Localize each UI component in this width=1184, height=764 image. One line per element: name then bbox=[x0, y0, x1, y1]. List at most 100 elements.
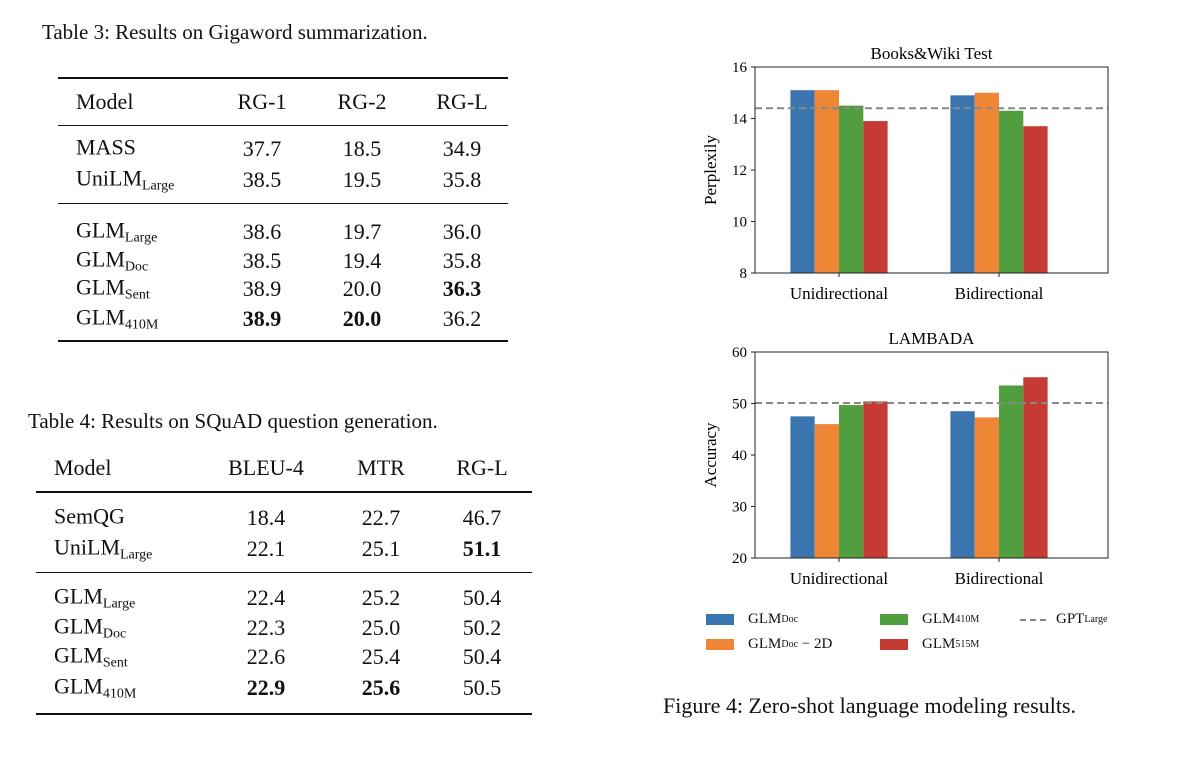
bar-1-1-0 bbox=[814, 424, 839, 558]
bar-0-3-1 bbox=[1023, 126, 1048, 273]
bar-0-1-1 bbox=[974, 92, 999, 273]
table-cell: 50.4 bbox=[462, 644, 502, 669]
table-rule bbox=[36, 491, 532, 493]
legend-item: GLM 410M bbox=[880, 611, 979, 628]
legend-swatch bbox=[880, 639, 908, 650]
model-name: GLMLarge bbox=[76, 218, 157, 247]
column-header: RG-1 bbox=[237, 89, 287, 114]
table-cell: 37.7 bbox=[242, 136, 282, 161]
model-name: GLM410M bbox=[76, 305, 158, 334]
table-cell: 36.2 bbox=[442, 306, 482, 331]
x-tick-label: Unidirectional bbox=[790, 284, 888, 303]
model-name: GLMSent bbox=[54, 643, 128, 672]
legend-subscript: 410M bbox=[955, 614, 980, 625]
bar-1-0-0 bbox=[790, 416, 815, 558]
legend-swatch bbox=[880, 614, 908, 625]
legend-item: GLM 515M bbox=[880, 636, 979, 653]
y-tick-label: 10 bbox=[732, 215, 747, 231]
y-tick-label: 50 bbox=[732, 397, 747, 413]
table-cell: 22.4 bbox=[246, 585, 286, 610]
table-rule bbox=[58, 125, 508, 126]
table-cell: 22.6 bbox=[246, 644, 286, 669]
bar-1-0-1 bbox=[950, 411, 975, 558]
legend-label: GPT bbox=[1056, 611, 1085, 627]
model-name: GLMSent bbox=[76, 275, 150, 304]
figure-caption: Figure 4: Zero-shot language modeling re… bbox=[663, 693, 1077, 718]
table-rule bbox=[36, 572, 532, 573]
model-name: GLMDoc bbox=[54, 614, 126, 643]
table3-caption: Table 3: Results on Gigaword summarizati… bbox=[42, 20, 428, 44]
y-tick-label: 16 bbox=[732, 60, 748, 76]
legend-label: GLM bbox=[748, 636, 782, 652]
model-subscript: Large bbox=[142, 178, 175, 194]
table-cell: 46.7 bbox=[462, 505, 502, 530]
model-name: GLM410M bbox=[54, 674, 136, 703]
bar-1-3-0 bbox=[863, 401, 888, 558]
legend-swatch bbox=[1020, 618, 1046, 621]
bar-1-3-1 bbox=[1023, 377, 1048, 558]
column-header: MTR bbox=[357, 455, 405, 480]
model-name: GLMLarge bbox=[54, 584, 135, 613]
model-subscript: 410M bbox=[102, 686, 137, 702]
bar-0-1-0 bbox=[814, 90, 839, 273]
model-label: GLM bbox=[76, 304, 125, 330]
table-cell: 19.4 bbox=[342, 248, 382, 273]
table-cell: 36.3 bbox=[442, 276, 482, 301]
table-cell: 25.6 bbox=[361, 675, 401, 700]
model-subscript: Large bbox=[120, 547, 153, 563]
model-name: UniLMLarge bbox=[76, 166, 174, 195]
legend-label: GLM bbox=[922, 611, 956, 627]
model-label: GLM bbox=[54, 673, 103, 699]
table-rule bbox=[36, 713, 532, 715]
x-tick-label: Unidirectional bbox=[790, 569, 888, 588]
table-cell: 51.1 bbox=[462, 536, 502, 561]
y-tick-label: 8 bbox=[740, 266, 748, 282]
y-tick-label: 14 bbox=[732, 112, 748, 128]
table-cell: 50.4 bbox=[462, 585, 502, 610]
table-cell: 36.0 bbox=[442, 219, 482, 244]
x-tick-label: Bidirectional bbox=[955, 569, 1044, 588]
column-header: RG-L bbox=[436, 89, 488, 114]
column-header: RG-2 bbox=[337, 89, 387, 114]
model-label: GLM bbox=[76, 274, 125, 300]
column-header: BLEU-4 bbox=[228, 455, 304, 480]
table-cell: 50.5 bbox=[462, 675, 502, 700]
x-tick-label: Bidirectional bbox=[955, 284, 1044, 303]
table-cell: 38.5 bbox=[242, 248, 282, 273]
legend-item: GPT Large bbox=[1020, 611, 1107, 628]
bar-1-2-1 bbox=[999, 385, 1024, 558]
chart-title: LAMBADA bbox=[889, 329, 976, 348]
y-tick-label: 20 bbox=[732, 551, 747, 567]
table-rule bbox=[58, 203, 508, 204]
bar-0-0-0 bbox=[790, 90, 815, 273]
legend-item: GLM Doc bbox=[706, 611, 798, 628]
y-tick-label: 12 bbox=[732, 163, 747, 179]
table-cell: 19.7 bbox=[342, 219, 382, 244]
table-cell: 38.9 bbox=[242, 276, 282, 301]
table-cell: 25.0 bbox=[361, 615, 401, 640]
table-rule bbox=[58, 340, 508, 342]
model-name: UniLMLarge bbox=[54, 535, 152, 564]
table-cell: 38.9 bbox=[242, 306, 282, 331]
table-cell: 22.7 bbox=[361, 505, 401, 530]
table-cell: 25.1 bbox=[361, 536, 401, 561]
legend-subscript: Large bbox=[1084, 614, 1108, 625]
table-rule bbox=[58, 77, 508, 79]
bar-0-2-0 bbox=[839, 105, 864, 273]
legend-subscript: Doc bbox=[781, 614, 799, 625]
model-subscript: Large bbox=[124, 230, 158, 246]
legend-swatch bbox=[706, 614, 734, 625]
table-cell: 38.5 bbox=[242, 167, 282, 192]
table-cell: 20.0 bbox=[342, 276, 382, 301]
model-subscript: Doc bbox=[102, 626, 127, 642]
legend-subscript: Doc bbox=[781, 639, 799, 650]
model-label: GLM bbox=[76, 217, 125, 243]
table-cell: 25.2 bbox=[361, 585, 401, 610]
table-cell: 50.2 bbox=[462, 615, 502, 640]
bar-1-1-1 bbox=[974, 417, 999, 558]
model-label: UniLM bbox=[54, 534, 120, 560]
table4-caption: Table 4: Results on SQuAD question gener… bbox=[28, 409, 438, 433]
table-cell: 22.3 bbox=[246, 615, 286, 640]
legend-item: GLM Doc − 2D bbox=[706, 636, 832, 653]
